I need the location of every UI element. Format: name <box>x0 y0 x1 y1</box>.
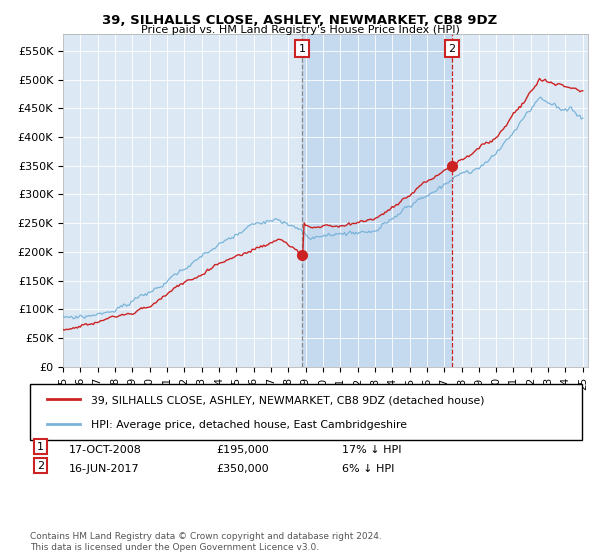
Text: £350,000: £350,000 <box>216 464 269 474</box>
Text: 6% ↓ HPI: 6% ↓ HPI <box>342 464 394 474</box>
Bar <box>302 34 452 367</box>
Text: 39, SILHALLS CLOSE, ASHLEY, NEWMARKET, CB8 9DZ (detached house): 39, SILHALLS CLOSE, ASHLEY, NEWMARKET, C… <box>91 395 484 405</box>
Text: 16-JUN-2017: 16-JUN-2017 <box>69 464 140 474</box>
Text: £195,000: £195,000 <box>216 445 269 455</box>
Text: 2: 2 <box>37 461 44 471</box>
Text: HPI: Average price, detached house, East Cambridgeshire: HPI: Average price, detached house, East… <box>91 420 407 430</box>
Text: 39, SILHALLS CLOSE, ASHLEY, NEWMARKET, CB8 9DZ: 39, SILHALLS CLOSE, ASHLEY, NEWMARKET, C… <box>103 14 497 27</box>
Text: Contains HM Land Registry data © Crown copyright and database right 2024.
This d: Contains HM Land Registry data © Crown c… <box>30 532 382 552</box>
Text: 17% ↓ HPI: 17% ↓ HPI <box>342 445 401 455</box>
Text: Price paid vs. HM Land Registry's House Price Index (HPI): Price paid vs. HM Land Registry's House … <box>140 25 460 35</box>
Text: 1: 1 <box>298 44 305 54</box>
Text: 17-OCT-2008: 17-OCT-2008 <box>69 445 142 455</box>
Text: 2: 2 <box>448 44 455 54</box>
Text: 1: 1 <box>37 442 44 452</box>
FancyBboxPatch shape <box>30 384 582 440</box>
